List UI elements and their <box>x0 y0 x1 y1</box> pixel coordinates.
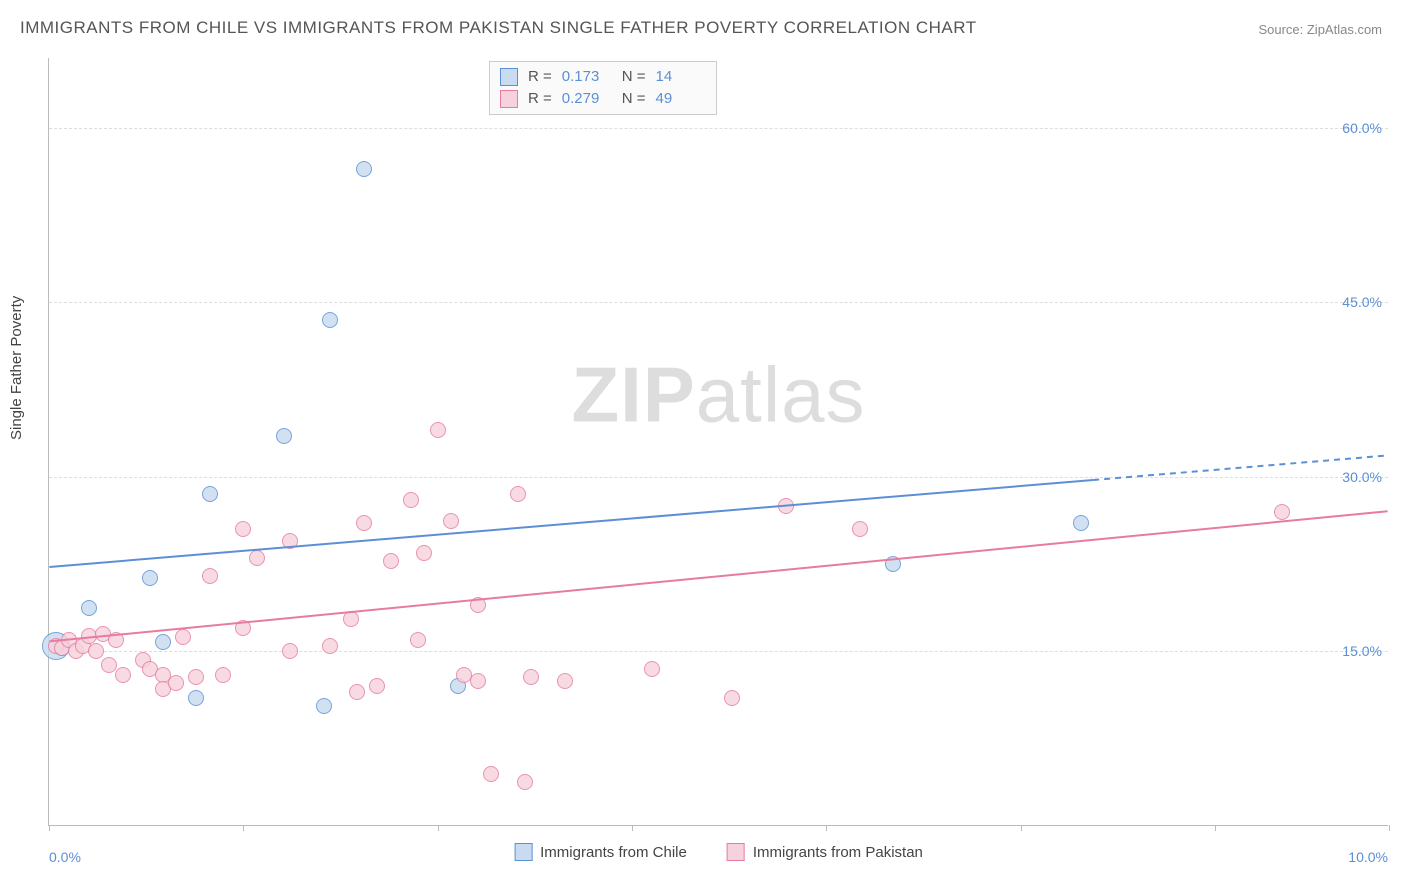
watermark: ZIPatlas <box>571 350 865 441</box>
scatter-marker <box>885 556 901 572</box>
x-tick <box>1021 825 1022 831</box>
trend-lines <box>49 58 1388 825</box>
stat-r-label: R = <box>528 66 552 88</box>
scatter-marker <box>430 422 446 438</box>
scatter-marker <box>1274 504 1290 520</box>
scatter-marker <box>235 620 251 636</box>
stat-r-value: 0.173 <box>562 66 612 88</box>
scatter-marker <box>282 643 298 659</box>
scatter-marker <box>1073 515 1089 531</box>
scatter-marker <box>108 632 124 648</box>
swatch-icon <box>500 68 518 86</box>
stat-n-value: 49 <box>656 88 706 110</box>
scatter-marker <box>443 513 459 529</box>
stats-legend-box: R = 0.173 N = 14 R = 0.279 N = 49 <box>489 61 717 115</box>
scatter-marker <box>115 667 131 683</box>
scatter-marker <box>88 643 104 659</box>
x-tick <box>438 825 439 831</box>
swatch-icon <box>727 843 745 861</box>
watermark-rest: atlas <box>696 351 866 439</box>
stats-row-pakistan: R = 0.279 N = 49 <box>500 88 706 110</box>
scatter-marker <box>724 690 740 706</box>
scatter-marker <box>349 684 365 700</box>
scatter-marker <box>852 521 868 537</box>
scatter-marker <box>523 669 539 685</box>
scatter-marker <box>403 492 419 508</box>
scatter-marker <box>510 486 526 502</box>
stat-r-label: R = <box>528 88 552 110</box>
scatter-marker <box>416 545 432 561</box>
legend-bottom: Immigrants from Chile Immigrants from Pa… <box>514 843 923 861</box>
scatter-marker <box>483 766 499 782</box>
x-axis-max-label: 10.0% <box>1348 849 1388 865</box>
scatter-marker <box>249 550 265 566</box>
x-tick <box>243 825 244 831</box>
x-tick <box>1215 825 1216 831</box>
scatter-marker <box>168 675 184 691</box>
scatter-marker <box>175 629 191 645</box>
scatter-marker <box>202 568 218 584</box>
scatter-marker <box>81 600 97 616</box>
y-tick-label: 15.0% <box>1342 643 1382 659</box>
scatter-marker <box>202 486 218 502</box>
scatter-marker <box>155 634 171 650</box>
x-tick <box>632 825 633 831</box>
scatter-marker <box>282 533 298 549</box>
scatter-marker <box>517 774 533 790</box>
y-tick-label: 30.0% <box>1342 469 1382 485</box>
chart-title: IMMIGRANTS FROM CHILE VS IMMIGRANTS FROM… <box>20 18 977 38</box>
scatter-marker <box>557 673 573 689</box>
scatter-marker <box>322 312 338 328</box>
gridline-h <box>49 651 1388 652</box>
plot-area: ZIPatlas 15.0% 30.0% 45.0% 60.0% R = 0.173 … <box>48 58 1388 826</box>
gridline-h <box>49 128 1388 129</box>
gridline-h <box>49 477 1388 478</box>
gridline-h <box>49 302 1388 303</box>
scatter-marker <box>188 690 204 706</box>
scatter-marker <box>470 673 486 689</box>
source-attribution: Source: ZipAtlas.com <box>1258 22 1382 37</box>
y-tick-label: 60.0% <box>1342 120 1382 136</box>
scatter-marker <box>356 515 372 531</box>
x-tick <box>1389 825 1390 831</box>
scatter-marker <box>470 597 486 613</box>
stat-n-value: 14 <box>656 66 706 88</box>
scatter-marker <box>644 661 660 677</box>
swatch-icon <box>500 90 518 108</box>
scatter-marker <box>343 611 359 627</box>
scatter-marker <box>410 632 426 648</box>
stat-n-label: N = <box>622 66 646 88</box>
scatter-marker <box>215 667 231 683</box>
x-tick <box>49 825 50 831</box>
legend-item-pakistan: Immigrants from Pakistan <box>727 843 923 861</box>
x-axis-min-label: 0.0% <box>49 849 81 865</box>
y-axis-label: Single Father Poverty <box>8 296 25 440</box>
stats-row-chile: R = 0.173 N = 14 <box>500 66 706 88</box>
scatter-marker <box>188 669 204 685</box>
scatter-marker <box>369 678 385 694</box>
scatter-marker <box>778 498 794 514</box>
scatter-marker <box>142 570 158 586</box>
x-tick <box>826 825 827 831</box>
legend-label: Immigrants from Chile <box>540 844 687 861</box>
y-tick-label: 45.0% <box>1342 294 1382 310</box>
watermark-bold: ZIP <box>571 351 695 439</box>
scatter-marker <box>276 428 292 444</box>
scatter-marker <box>316 698 332 714</box>
stat-n-label: N = <box>622 88 646 110</box>
scatter-marker <box>235 521 251 537</box>
swatch-icon <box>514 843 532 861</box>
stat-r-value: 0.279 <box>562 88 612 110</box>
scatter-marker <box>322 638 338 654</box>
legend-item-chile: Immigrants from Chile <box>514 843 687 861</box>
scatter-marker <box>356 161 372 177</box>
scatter-marker <box>383 553 399 569</box>
legend-label: Immigrants from Pakistan <box>753 844 923 861</box>
